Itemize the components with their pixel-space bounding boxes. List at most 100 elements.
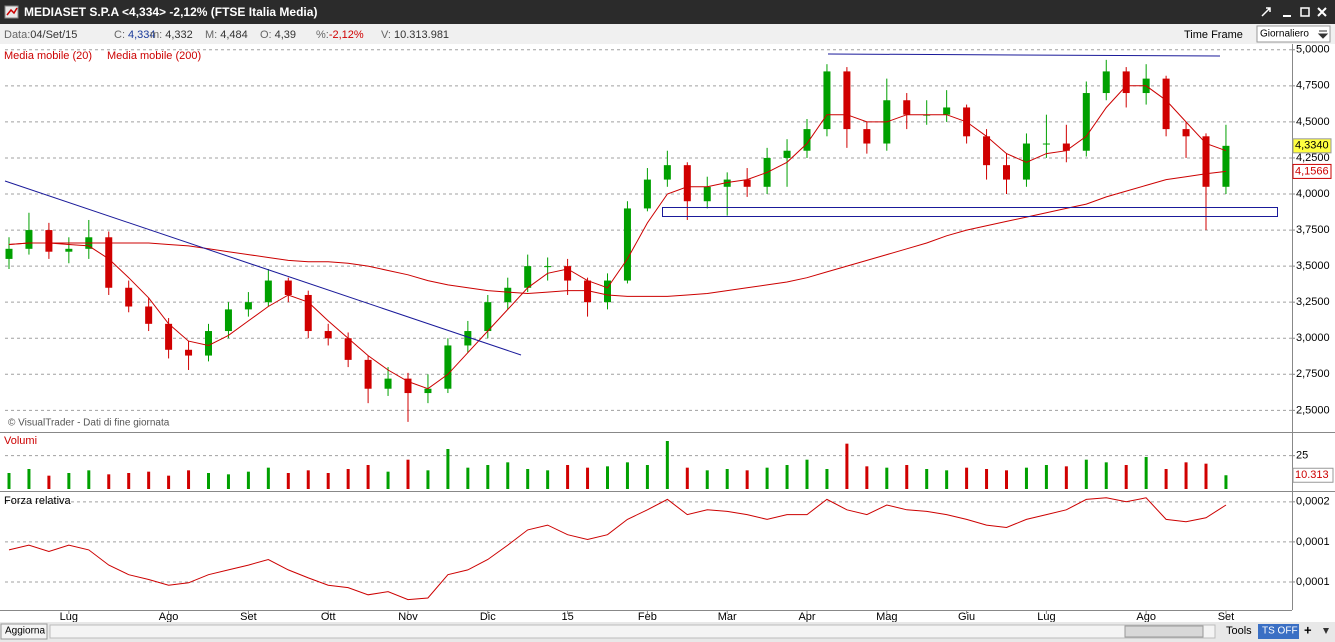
volume-bar bbox=[386, 471, 390, 489]
window-controls[interactable] bbox=[1261, 7, 1327, 17]
volume-bar bbox=[805, 459, 809, 489]
menu-arrow[interactable] bbox=[1323, 628, 1329, 634]
candle-body bbox=[943, 107, 951, 115]
volume-bar bbox=[306, 470, 310, 489]
y-tick-label: 2,5000 bbox=[1296, 404, 1330, 416]
candle-body bbox=[364, 359, 372, 389]
last-price-box bbox=[1292, 138, 1332, 154]
period-dropdown[interactable] bbox=[1256, 25, 1331, 43]
candle-body bbox=[564, 266, 572, 281]
scrollbar[interactable] bbox=[49, 624, 1216, 639]
dropdown-arrow bbox=[1317, 30, 1329, 39]
volume-bar bbox=[965, 467, 969, 489]
info-min: m: 4,332 bbox=[150, 29, 193, 41]
candle-body bbox=[464, 331, 472, 346]
candle-body bbox=[604, 280, 611, 303]
candle-body bbox=[424, 388, 432, 394]
volume-bar bbox=[486, 465, 490, 489]
window-title: MEDIASET S.P.A <4,334> -2,12% (FTSE Ital… bbox=[24, 5, 317, 19]
volume-bar bbox=[745, 470, 749, 489]
volume-bar bbox=[147, 471, 151, 489]
refresh-button[interactable] bbox=[0, 623, 48, 640]
volume-bar bbox=[506, 462, 510, 489]
volume-bar bbox=[1124, 465, 1128, 489]
last-price-label: 4,3340 bbox=[1295, 140, 1329, 152]
info-open: O: 4,39 bbox=[260, 29, 296, 41]
candle-body bbox=[1182, 129, 1190, 137]
x-tick-label: 15 bbox=[561, 611, 573, 623]
candle-body bbox=[284, 280, 292, 295]
candle-body bbox=[983, 136, 991, 166]
y-tick-label: 4,2500 bbox=[1296, 152, 1330, 164]
info-label: m: bbox=[150, 29, 162, 41]
info-label: M: bbox=[205, 29, 217, 41]
watermark: © VisualTrader - Dati di fine giornata bbox=[8, 418, 170, 429]
volume-bar bbox=[625, 462, 629, 489]
close-button[interactable] bbox=[1317, 7, 1327, 17]
volume-bar bbox=[566, 465, 570, 489]
candle-body bbox=[863, 129, 871, 144]
x-tick-label: Lug bbox=[60, 611, 78, 623]
volume-bar bbox=[925, 469, 929, 489]
candle-body bbox=[1202, 136, 1210, 187]
last-volume-label: 10.313 bbox=[1295, 469, 1329, 481]
legend-entry: Media mobile (20) bbox=[4, 50, 92, 62]
pin-button[interactable] bbox=[1261, 7, 1271, 17]
volume-bar bbox=[107, 474, 111, 489]
candle-body bbox=[384, 378, 392, 389]
info-value: 10.313.981 bbox=[394, 29, 449, 41]
info-date: Data:04/Set/15 bbox=[4, 29, 77, 41]
volume-bar bbox=[765, 467, 769, 489]
x-tick-label: Lug bbox=[1037, 611, 1055, 623]
x-tick-label: Nov bbox=[398, 611, 418, 623]
x-tick-label: Dic bbox=[480, 611, 496, 623]
candle-body bbox=[65, 248, 73, 252]
candle-body bbox=[1022, 143, 1030, 180]
candle-body bbox=[244, 302, 252, 310]
candle-body bbox=[504, 287, 512, 303]
volume-bar bbox=[1224, 475, 1228, 489]
x-tick-label: Set bbox=[240, 611, 257, 623]
ts-button[interactable] bbox=[1258, 624, 1299, 639]
volume-bar bbox=[1005, 470, 1008, 489]
volume-bar bbox=[286, 473, 290, 489]
candle-body bbox=[703, 186, 711, 202]
y-tick-label: 3,0000 bbox=[1296, 332, 1330, 344]
strength-line bbox=[8, 497, 1227, 601]
marks: 2,5000 2,7500 3,0000 3,2500 3,5000 3,7500 4,00… bbox=[5, 44, 1334, 623]
x-tick-label: Ott bbox=[321, 611, 336, 623]
maximize-button[interactable] bbox=[1300, 7, 1310, 17]
candle-body bbox=[823, 71, 831, 130]
candle-body bbox=[903, 100, 911, 115]
info-value: -2,12% bbox=[329, 29, 364, 41]
x-tick-label: Ago bbox=[1136, 611, 1156, 623]
candle-body bbox=[185, 349, 193, 356]
tools-button[interactable]: Tools bbox=[1226, 625, 1252, 637]
info-value: 4,39 bbox=[275, 29, 296, 41]
scroll-thumb[interactable] bbox=[1124, 625, 1204, 638]
candle-body bbox=[404, 378, 412, 394]
candle-body bbox=[663, 165, 671, 180]
candle-body bbox=[304, 294, 312, 332]
candle-body bbox=[544, 266, 552, 268]
volume-bar bbox=[266, 467, 270, 489]
add-button[interactable]: + bbox=[1304, 622, 1312, 637]
volume-bar bbox=[1024, 467, 1028, 489]
volume-bar bbox=[1064, 466, 1068, 489]
x-tick-label: Apr bbox=[798, 611, 815, 623]
volume-bar bbox=[406, 459, 410, 489]
legend-entry: Media mobile (200) bbox=[107, 50, 201, 62]
y-tick-label: 25 bbox=[1296, 450, 1308, 462]
info-label: %: bbox=[316, 29, 329, 41]
candle-body bbox=[344, 338, 352, 360]
x-tick-label: Set bbox=[1218, 611, 1235, 623]
info-volume: V: 10.313.981 bbox=[381, 29, 449, 41]
volume-bar bbox=[1084, 459, 1088, 489]
info-value: 4,484 bbox=[220, 29, 248, 41]
volume-bar bbox=[586, 467, 590, 489]
candle-body bbox=[484, 302, 492, 332]
x-tick-label: Mar bbox=[718, 611, 737, 623]
x-tick-label: Mag bbox=[876, 611, 897, 623]
